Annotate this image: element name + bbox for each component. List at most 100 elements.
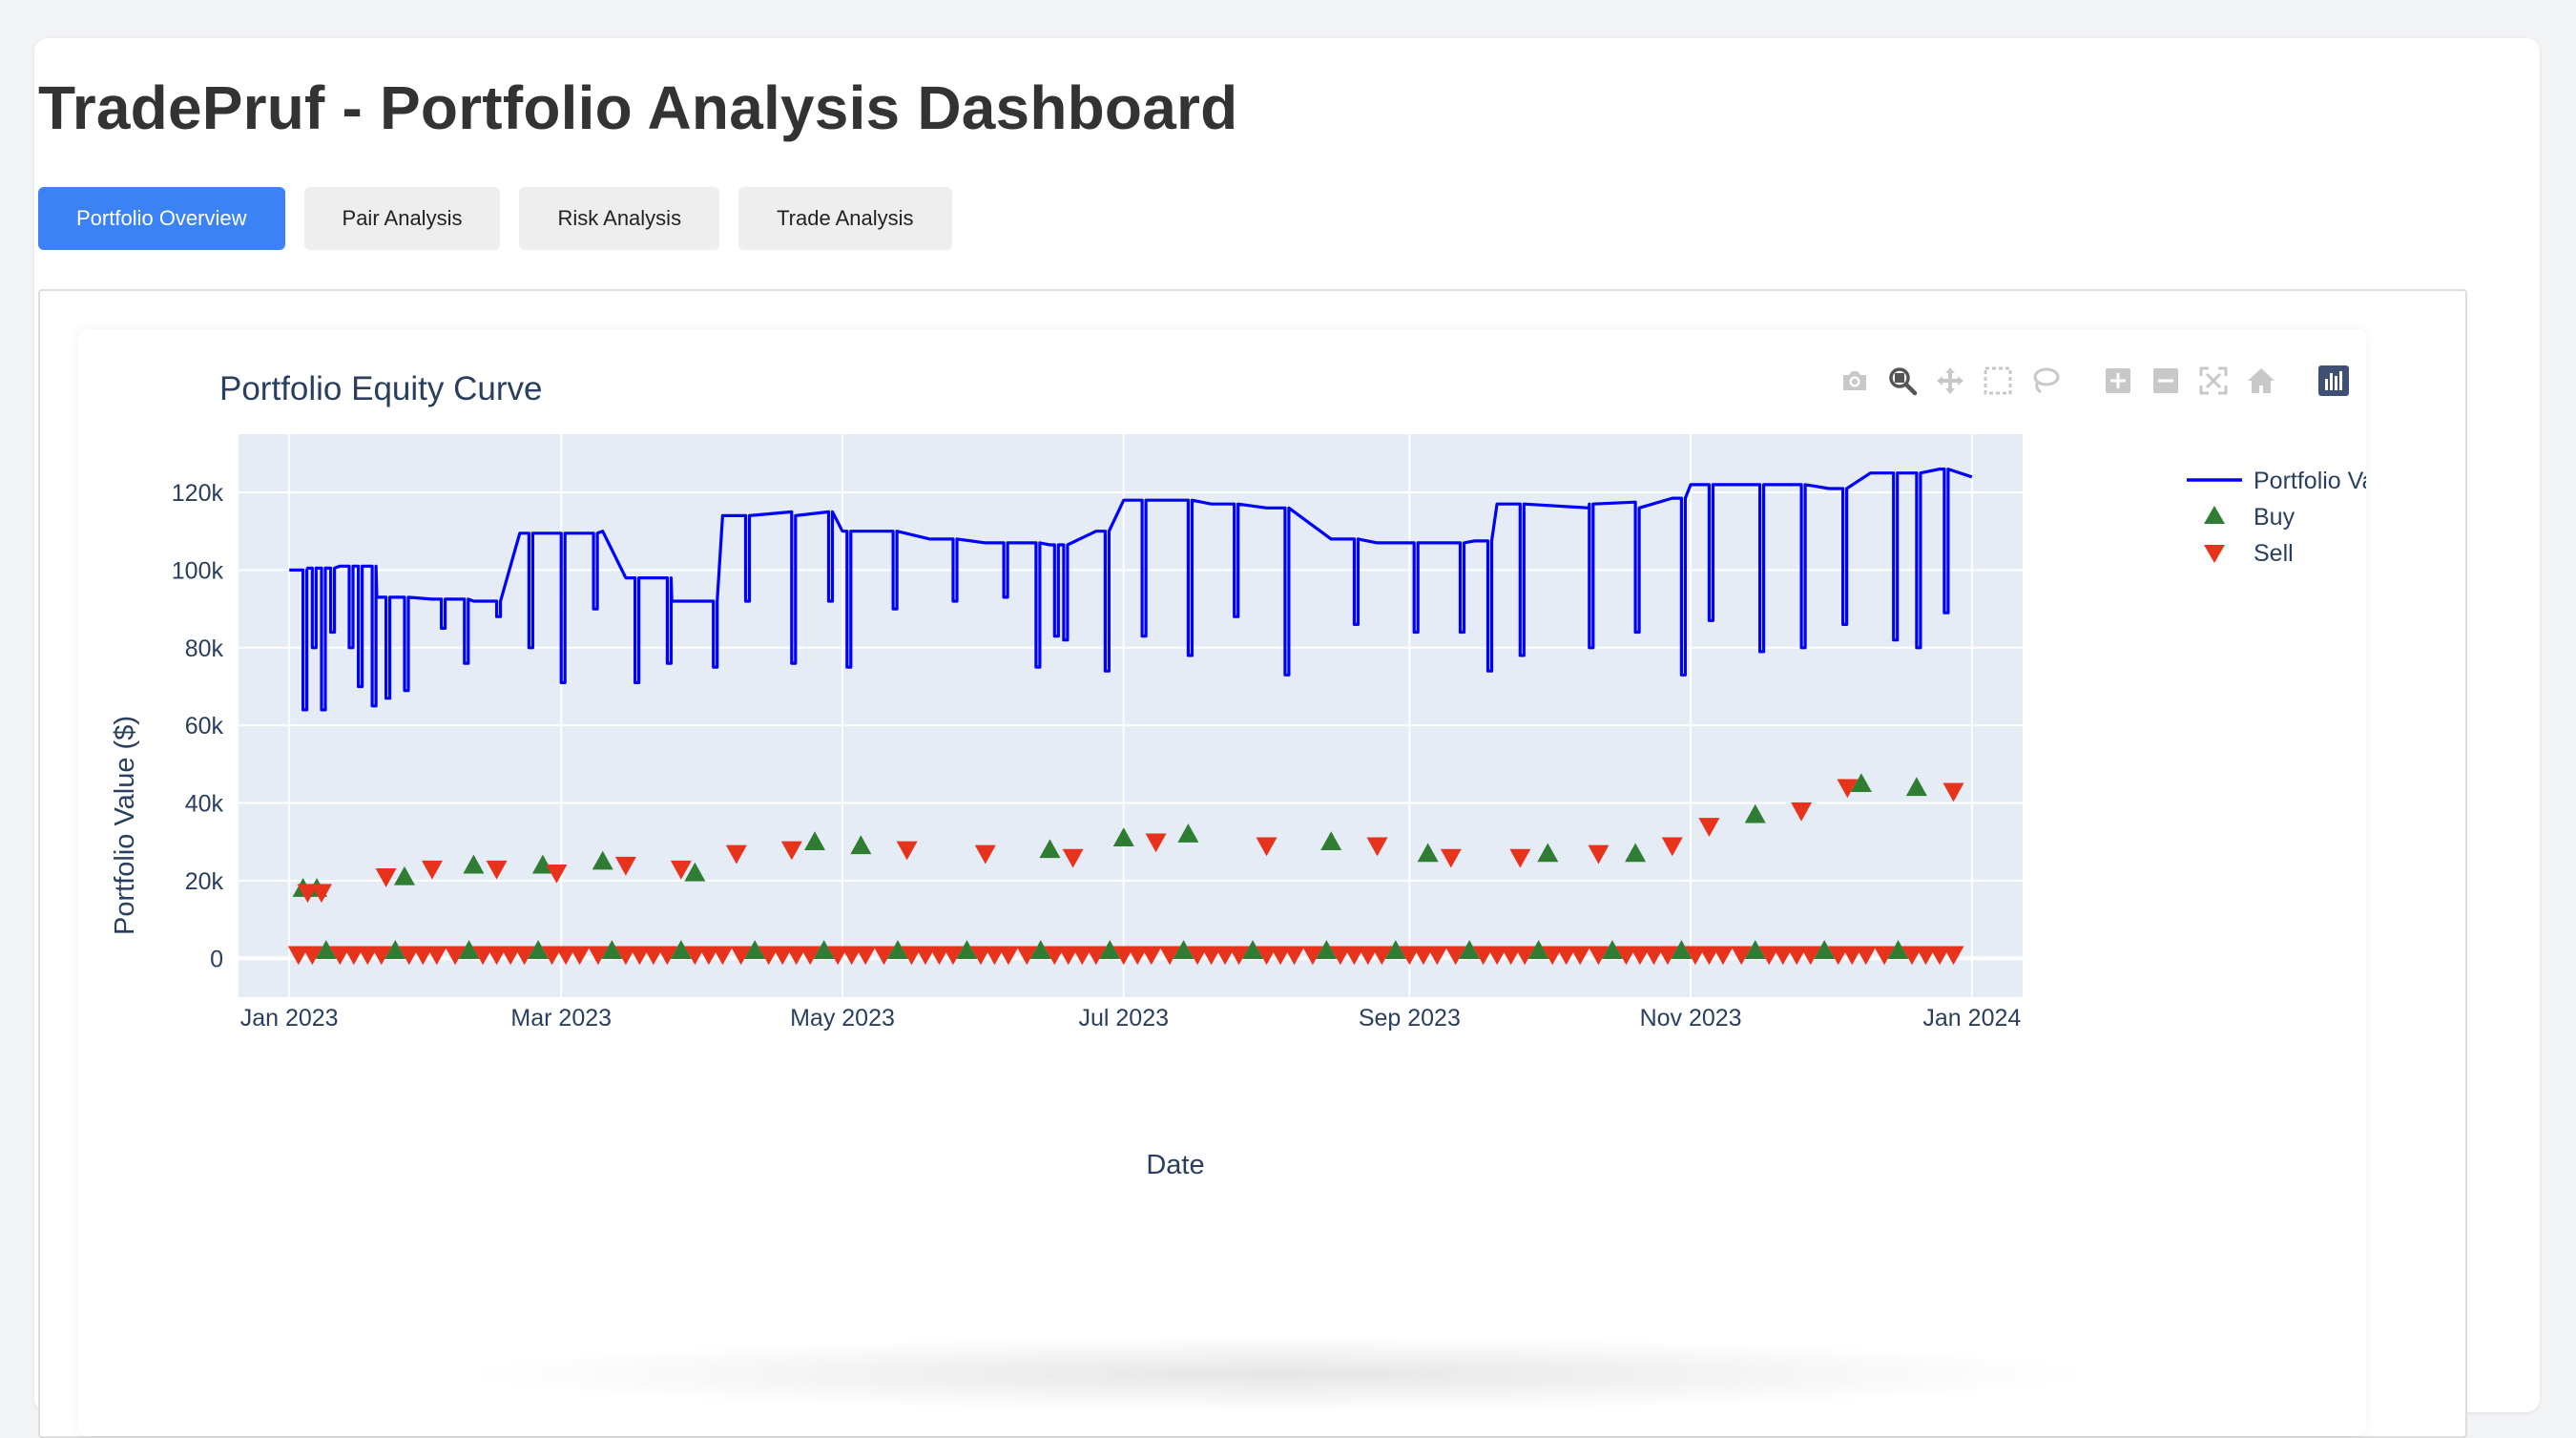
sell-marker (873, 946, 895, 966)
sell-marker (614, 946, 636, 966)
sell-marker (1615, 946, 1637, 966)
sell-marker (1684, 946, 1706, 966)
sell-marker (412, 946, 434, 966)
camera-icon[interactable] (1838, 364, 1872, 398)
sell-marker (1629, 946, 1651, 966)
sell-marker (1855, 946, 1877, 966)
sell-marker (1016, 946, 1038, 966)
y-axis-title: Portfolio Value ($) (110, 716, 140, 935)
sell-marker (541, 946, 563, 966)
buy-marker (1384, 940, 1406, 959)
box-select-icon[interactable] (1981, 364, 2015, 398)
y-tick-label: 100k (172, 557, 224, 584)
sell-marker (486, 860, 508, 880)
y-tick-label: 80k (185, 636, 224, 662)
sell-marker (969, 946, 991, 966)
sell-marker (445, 946, 467, 966)
sell-marker (421, 860, 443, 880)
sell-marker (942, 946, 964, 966)
sell-marker (974, 844, 996, 865)
buy-marker (528, 940, 550, 959)
tab-trade-analysis[interactable]: Trade Analysis (738, 187, 952, 250)
x-tick-label: Jul 2023 (1078, 1005, 1169, 1032)
sell-marker (914, 946, 936, 966)
sell-marker (1256, 946, 1278, 966)
sell-marker (1071, 946, 1093, 966)
sell-marker (1588, 946, 1610, 966)
sell-marker (555, 946, 577, 966)
tab-risk-analysis[interactable]: Risk Analysis (519, 187, 720, 250)
tab-portfolio-overview[interactable]: Portfolio Overview (38, 187, 285, 250)
zoom-icon[interactable] (1885, 364, 1920, 398)
buy-marker (463, 854, 485, 874)
buy-marker (1039, 839, 1061, 859)
lasso-select-icon[interactable] (2028, 364, 2063, 398)
buy-marker (592, 850, 613, 870)
sell-marker (1085, 946, 1107, 966)
legend-buy-swatch (2204, 506, 2225, 524)
x-axis-title: Date (1146, 1150, 1204, 1180)
sell-marker (1343, 946, 1365, 966)
legend-label-buy: Buy (2254, 504, 2296, 531)
sell-marker (1915, 946, 1937, 966)
sell-marker (1301, 946, 1323, 966)
sell-marker (1357, 946, 1379, 966)
x-tick-label: Nov 2023 (1640, 1005, 1742, 1032)
sell-marker (1542, 946, 1564, 966)
autoscale-icon[interactable] (2196, 364, 2231, 398)
sell-marker (500, 946, 522, 966)
x-tick-label: May 2023 (790, 1005, 895, 1032)
buy-marker (1850, 773, 1872, 793)
sell-marker (1187, 946, 1209, 966)
buy-marker (813, 940, 835, 959)
sell-marker (1509, 848, 1531, 868)
sell-marker (1062, 848, 1084, 868)
sell-marker (772, 946, 794, 966)
sell-marker (684, 946, 706, 966)
sell-marker (841, 946, 862, 966)
sell-marker (426, 946, 447, 966)
sell-marker (901, 946, 923, 966)
sell-marker (1140, 946, 1162, 966)
buy-marker (315, 940, 337, 959)
sell-marker (1942, 782, 1964, 802)
sell-marker (370, 946, 392, 966)
equity-curve-chart[interactable]: Portfolio Equity Curve Date Portfolio Va… (78, 329, 2366, 1436)
buy-marker (670, 940, 692, 959)
sell-marker (1500, 946, 1522, 966)
legend-sell-swatch (2204, 545, 2225, 563)
tab-pair-analysis[interactable]: Pair Analysis (303, 187, 501, 250)
chart-title: Portfolio Equity Curve (219, 370, 542, 407)
zoom-in-icon[interactable] (2101, 364, 2135, 398)
sell-marker (1145, 833, 1167, 853)
sell-marker (1643, 946, 1665, 966)
sell-marker (1837, 779, 1859, 799)
sell-marker (1228, 946, 1250, 966)
bottom-shadow (458, 1336, 2099, 1412)
buy-marker (384, 940, 406, 959)
reset-axes-icon[interactable] (2244, 364, 2278, 398)
pan-icon[interactable] (1933, 364, 1967, 398)
sell-marker (1159, 946, 1181, 966)
tab-content-panel: Portfolio Equity Curve Date Portfolio Va… (38, 289, 2467, 1438)
plotly-logo-icon[interactable] (2316, 364, 2351, 398)
sell-marker (928, 946, 950, 966)
sell-marker (1772, 946, 1794, 966)
zoom-out-icon[interactable] (2149, 364, 2183, 398)
buy-marker (1029, 940, 1051, 959)
sell-marker (1426, 946, 1448, 966)
sell-marker (697, 946, 719, 966)
sell-marker (1799, 946, 1821, 966)
sell-marker (587, 946, 609, 966)
sell-marker (398, 946, 420, 966)
sell-marker (1791, 802, 1813, 822)
sell-marker (1555, 946, 1577, 966)
sell-marker (827, 946, 849, 966)
sell-marker (1901, 946, 1923, 966)
sell-marker (357, 946, 379, 966)
sell-marker (1270, 946, 1292, 966)
buy-marker (850, 835, 872, 855)
sell-marker (1044, 946, 1066, 966)
sell-marker (1698, 818, 1720, 837)
legend-label-sell: Sell (2254, 540, 2294, 567)
